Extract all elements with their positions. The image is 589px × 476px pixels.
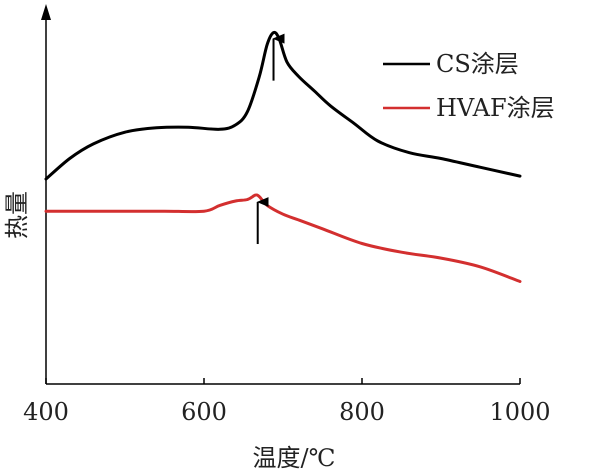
series-line-hvaf: [44, 193, 522, 283]
series-layer: [44, 30, 522, 283]
legend: CS涂层 HVAF涂层: [383, 50, 555, 122]
y-axis-title: 热量: [3, 191, 31, 239]
y-axis-arrow: [41, 4, 51, 20]
x-tick-label: 800: [339, 398, 385, 426]
x-tick-label: 400: [23, 398, 69, 426]
legend-label-hvaf: HVAF涂层: [436, 94, 555, 122]
annotation-layer: [256, 33, 285, 245]
x-tick-label: 1000: [489, 398, 550, 426]
x-tick-label: 600: [181, 398, 227, 426]
x-ticks: 400 600 800 1000: [23, 378, 551, 426]
series-line-cs: [44, 30, 522, 181]
legend-label-cs: CS涂层: [436, 50, 519, 78]
x-axis-title: 温度/℃: [253, 444, 336, 472]
plot-axes: [41, 4, 520, 385]
